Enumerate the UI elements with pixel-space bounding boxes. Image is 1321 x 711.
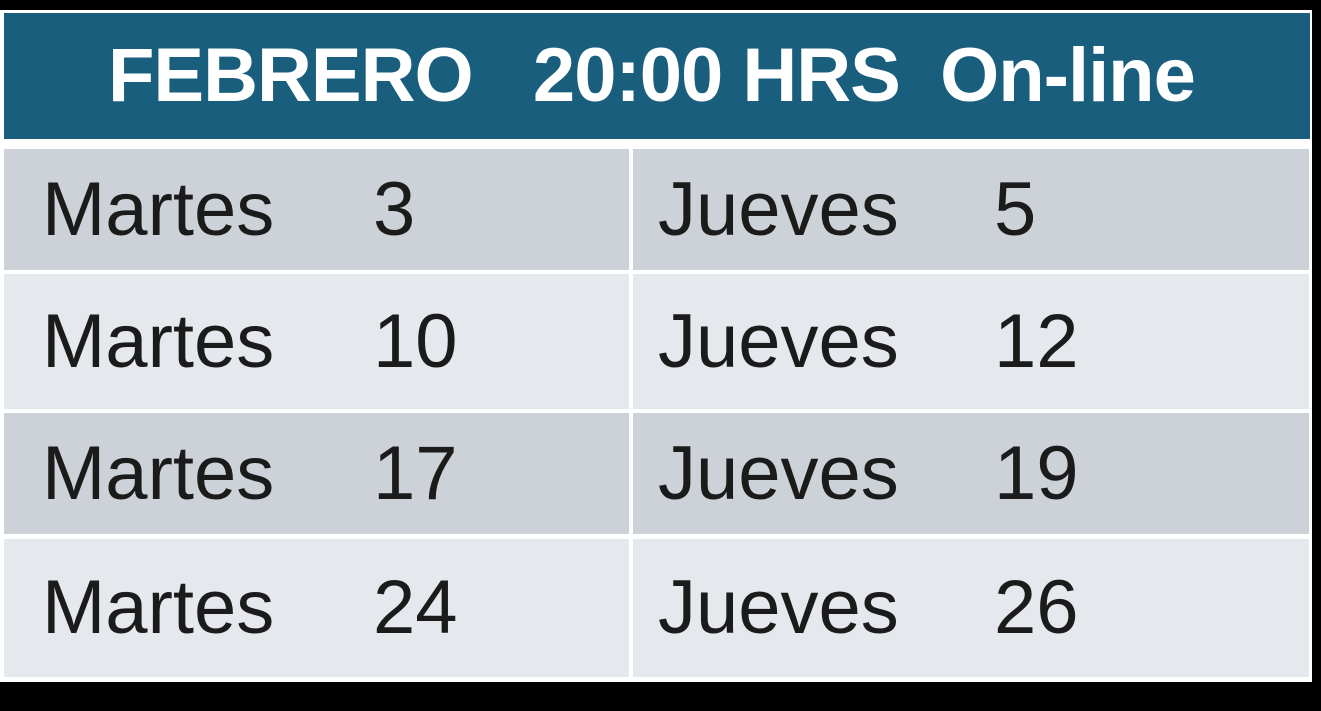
table-header-band: FEBRERO 20:00 HRS On-line [4, 13, 1310, 139]
cell-jueves: Jueves 5 [633, 149, 1309, 270]
cell-jueves: Jueves 26 [633, 539, 1309, 677]
table-row: Martes 17 Jueves 19 [0, 413, 1312, 534]
day-label: Jueves [658, 298, 899, 384]
cell-martes: Martes 10 [4, 274, 629, 409]
day-number: 5 [994, 166, 1037, 252]
day-label: Jueves [658, 430, 899, 516]
cell-martes: Martes 17 [4, 413, 629, 534]
table-title: FEBRERO 20:00 HRS On-line [108, 33, 1196, 118]
cell-martes: Martes 24 [4, 539, 629, 677]
day-number: 10 [373, 298, 458, 384]
day-number: 17 [373, 430, 458, 516]
table-row: Martes 24 Jueves 26 [0, 539, 1312, 677]
cell-martes: Martes 3 [4, 149, 629, 270]
cell-jueves: Jueves 19 [633, 413, 1309, 534]
day-label: Martes [42, 298, 275, 384]
day-label: Martes [42, 430, 275, 516]
day-number: 3 [373, 166, 416, 252]
day-label: Jueves [658, 565, 899, 650]
table-row: Martes 3 Jueves 5 [0, 149, 1312, 270]
table-row: Martes 10 Jueves 12 [0, 274, 1312, 409]
day-number: 12 [994, 298, 1079, 384]
day-number: 19 [994, 430, 1079, 516]
day-label: Martes [42, 565, 275, 650]
day-label: Martes [42, 166, 275, 252]
day-number: 26 [994, 565, 1079, 650]
cell-jueves: Jueves 12 [633, 274, 1309, 409]
day-label: Jueves [658, 166, 899, 252]
day-number: 24 [373, 565, 458, 650]
schedule-table: FEBRERO 20:00 HRS On-line Martes 3 Jueve… [0, 10, 1312, 682]
